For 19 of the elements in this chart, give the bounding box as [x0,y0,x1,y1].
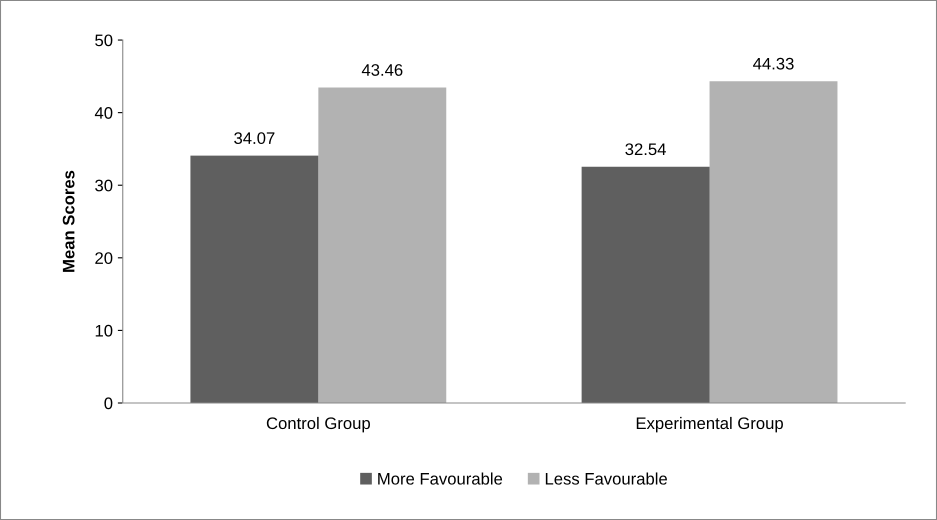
x-tick-label: Control Group [266,416,370,432]
data-label: 43.46 [362,64,402,76]
data-label: 34.07 [234,132,274,144]
legend-label: Less Favourable [546,472,667,485]
bar [582,166,710,403]
y-tick-label: 0 [104,397,112,410]
bar [318,88,446,403]
y-tick-label: 20 [95,252,112,264]
legend-label: More Favourable [378,472,502,485]
y-tick-label: 30 [95,180,112,192]
x-tick-label: Experimental Group [636,416,783,432]
y-tick-label: 50 [95,34,112,46]
y-axis-title: Mean Scores [62,170,75,272]
y-tick-label: 40 [94,107,112,119]
data-label: 32.54 [625,143,666,156]
bar [190,156,318,403]
bar [710,81,838,403]
y-tick-label: 10 [96,324,112,337]
data-label: 44.33 [753,58,794,70]
